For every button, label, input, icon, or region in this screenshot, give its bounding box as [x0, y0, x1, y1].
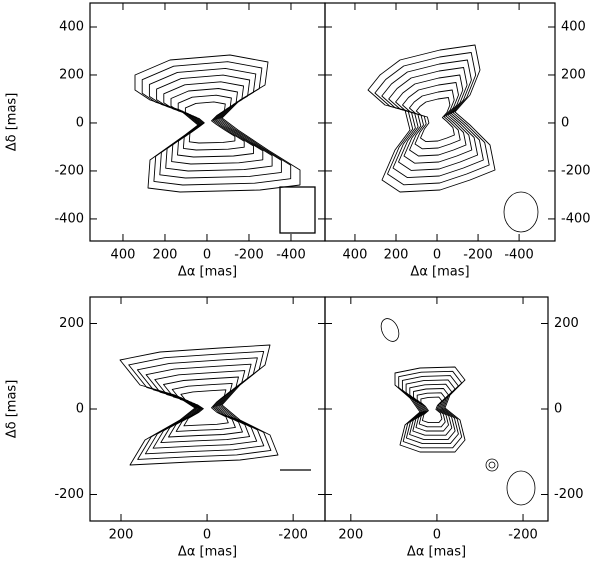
y-tick-label: 400	[561, 19, 586, 34]
x-tick-label: -200	[278, 528, 308, 543]
beam-box	[279, 186, 316, 234]
y-axis-label: Δδ [mas]	[5, 93, 20, 152]
y-axis-label: Δδ [mas]	[5, 380, 20, 439]
x-axis-label: Δα [mas]	[410, 265, 469, 280]
contour-set	[119, 344, 279, 466]
x-axis-label: Δα [mas]	[178, 545, 237, 560]
plot-frame	[89, 2, 326, 242]
x-axis-label: Δα [mas]	[407, 545, 466, 560]
beam-ellipse	[506, 470, 536, 506]
contour	[163, 376, 243, 438]
contour	[413, 388, 449, 432]
beam-markers	[279, 186, 539, 506]
y-tick-label: 400	[59, 19, 84, 34]
contour	[148, 67, 282, 179]
y-tick-label: 0	[561, 115, 569, 130]
contour	[381, 59, 484, 179]
x-tick-label: 0	[433, 528, 441, 543]
x-axis-label: Δα [mas]	[178, 265, 237, 280]
contour	[398, 370, 463, 449]
y-tick-label: 0	[76, 402, 84, 417]
y-tick-label: -200	[561, 163, 591, 178]
y-tick-label: -200	[554, 487, 584, 502]
contour	[388, 67, 479, 171]
contour	[145, 363, 258, 449]
contour	[415, 97, 455, 143]
y-tick-label: 200	[59, 316, 84, 331]
contour	[141, 61, 292, 186]
contour	[395, 74, 473, 164]
contour	[408, 89, 461, 150]
contour	[420, 396, 443, 424]
contour	[134, 54, 301, 193]
y-tick-label: 200	[561, 67, 586, 82]
contour-set	[134, 54, 301, 193]
x-tick-label: 200	[109, 528, 134, 543]
x-tick-label: 400	[111, 248, 136, 263]
y-tick-label: 200	[554, 316, 579, 331]
x-tick-label: 200	[153, 248, 178, 263]
contour	[136, 357, 265, 455]
contour	[367, 44, 496, 193]
x-tick-label: 0	[203, 528, 211, 543]
contour	[154, 370, 251, 444]
contour-blob	[485, 458, 499, 472]
contour	[394, 366, 466, 453]
contour	[177, 94, 245, 151]
x-tick-label: -200	[508, 528, 538, 543]
plot-frame	[324, 2, 556, 242]
y-tick-label: 0	[76, 115, 84, 130]
contour	[416, 392, 446, 428]
contour	[409, 383, 453, 436]
contour	[170, 88, 254, 158]
x-tick-label: -200	[463, 248, 493, 263]
y-tick-label: 0	[554, 402, 562, 417]
contour-set	[367, 44, 496, 193]
y-tick-label: -400	[54, 211, 84, 226]
x-tick-label: -400	[504, 248, 534, 263]
contour	[401, 375, 459, 445]
x-tick-label: 0	[203, 248, 211, 263]
contour	[405, 379, 456, 440]
contour-blob	[380, 318, 400, 342]
contour	[184, 101, 236, 144]
contour	[128, 350, 272, 460]
plot-frame	[89, 296, 326, 522]
x-tick-label: 200	[384, 248, 409, 263]
y-tick-label: -200	[54, 163, 84, 178]
contour-blob	[488, 461, 496, 469]
x-tick-label: 0	[433, 248, 441, 263]
beam-ellipse	[503, 191, 539, 233]
contour	[156, 74, 273, 172]
x-tick-label: 400	[343, 248, 368, 263]
contour	[171, 382, 236, 432]
contour	[374, 52, 490, 186]
contour	[163, 81, 264, 165]
x-tick-label: -200	[234, 248, 264, 263]
y-tick-label: -400	[561, 211, 591, 226]
y-tick-label: 200	[59, 67, 84, 82]
contour	[180, 389, 229, 427]
contour-set	[394, 366, 466, 453]
contour	[119, 344, 279, 466]
contour	[402, 82, 467, 157]
y-tick-label: -200	[54, 487, 84, 502]
x-tick-label: 200	[338, 528, 363, 543]
x-tick-label: -400	[276, 248, 306, 263]
